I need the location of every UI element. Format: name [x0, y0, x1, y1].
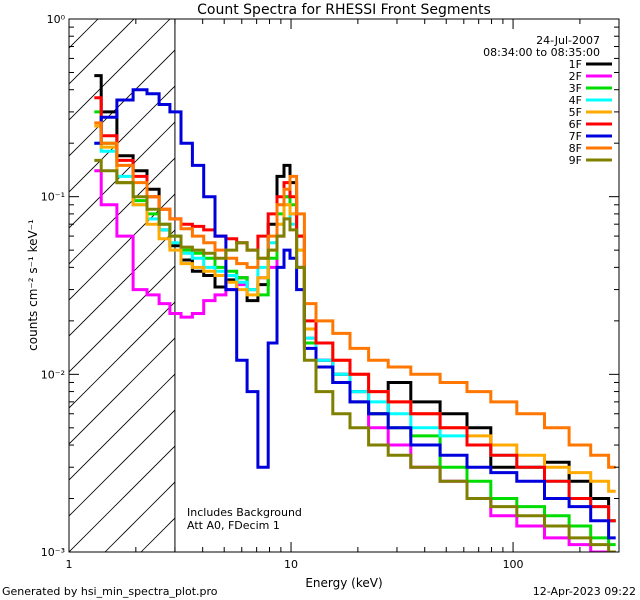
hatch-line — [609, 19, 640, 552]
series-line-2F — [94, 169, 616, 552]
legend-label-6F: 6F — [569, 118, 582, 131]
hatch-line — [69, 265, 175, 373]
hatch-line — [0, 19, 26, 552]
hatch-line — [69, 19, 171, 121]
legend-label-2F: 2F — [569, 70, 582, 83]
x-axis-label: Energy (keV) — [305, 576, 382, 590]
legend-label-3F: 3F — [569, 82, 582, 95]
chart-title: Count Spectra for RHESSI Front Segments — [197, 2, 491, 18]
series-line-5F — [94, 124, 616, 493]
footer-date: 12-Apr-2023 09:22 — [533, 585, 636, 598]
hatch-line — [69, 373, 175, 481]
series-line-9F — [94, 158, 616, 552]
legend-label-4F: 4F — [569, 94, 582, 107]
series-line-3F — [94, 110, 616, 547]
time-range-label: 08:34:00 to 08:35:00 — [483, 46, 600, 59]
hatch-line — [69, 229, 175, 337]
y-tick-label: 10⁻³ — [41, 546, 65, 559]
y-axis-ticks: 10⁰ 10⁻¹ 10⁻² 10⁻³ — [41, 13, 619, 559]
hatch-line — [69, 19, 135, 85]
hatch-line — [104, 481, 175, 552]
plot-frame — [68, 18, 620, 553]
legend-label-8F: 8F — [569, 142, 582, 155]
y-tick-label: 10⁻¹ — [41, 191, 65, 204]
y-axis-label: counts cm⁻² s⁻¹ keV⁻¹ — [26, 219, 40, 351]
y-tick-label: 10⁻² — [41, 368, 65, 381]
hatch-line — [69, 85, 175, 193]
legend-label-1F: 1F — [569, 58, 582, 71]
series-line-8F — [94, 121, 616, 469]
annotation-background: Includes Background — [187, 506, 302, 519]
y-tick-label: 10⁰ — [47, 13, 66, 26]
x-tick-label: 1 — [66, 558, 73, 571]
legend-label-9F: 9F — [569, 154, 582, 167]
x-tick-label: 100 — [503, 558, 524, 571]
hatch-line — [69, 445, 175, 552]
legend-label-5F: 5F — [569, 106, 582, 119]
legend-label-7F: 7F — [569, 130, 582, 143]
series-line-7F — [94, 88, 616, 540]
series-line-4F — [94, 141, 616, 523]
hatch-line — [69, 193, 175, 301]
series-line-6F — [94, 96, 616, 523]
footer-generated-by: Generated by hsi_min_spectra_plot.pro — [2, 585, 218, 598]
x-axis-ticks: 1 10 100 — [66, 19, 620, 571]
series-group — [94, 74, 616, 552]
x-tick-label: 10 — [284, 558, 298, 571]
annotation-attenuator: Att A0, FDecim 1 — [187, 519, 280, 532]
date-label: 24-Jul-2007 — [536, 34, 600, 47]
hatch-line — [69, 409, 175, 517]
